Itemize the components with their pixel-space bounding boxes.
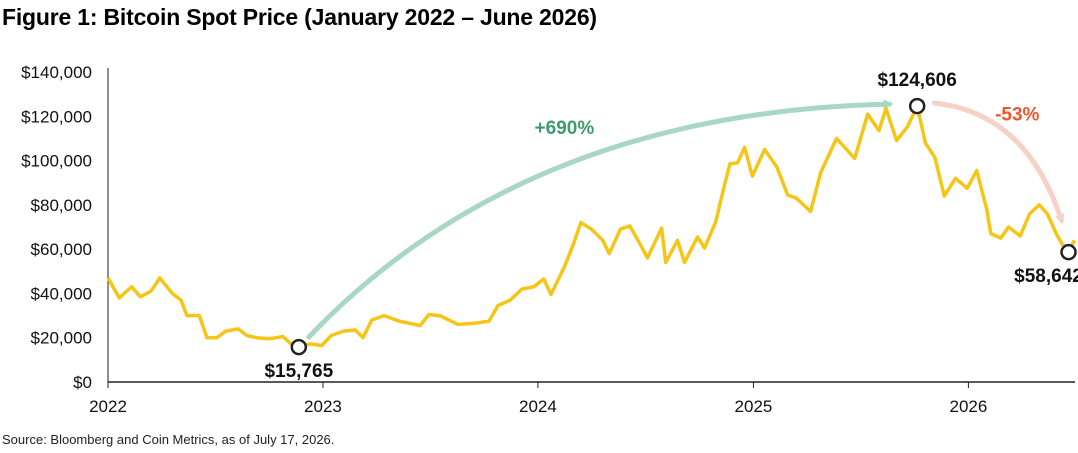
- price-line: [106, 104, 1076, 349]
- loss-arrow: [931, 100, 1065, 225]
- y-tick-label: $120,000: [21, 107, 92, 126]
- source-note: Source: Bloomberg and Coin Metrics, as o…: [2, 432, 335, 447]
- chart-title: Figure 1: Bitcoin Spot Price (January 20…: [2, 4, 597, 30]
- y-tick-label: $60,000: [31, 240, 92, 259]
- y-axis: $0 $20,000 $40,000 $60,000 $80,000 $100,000 $1…: [21, 63, 92, 392]
- x-tick-label: 2022: [89, 397, 127, 416]
- bitcoin-price-chart: $0 $20,000 $40,000 $60,000 $80,000 $100,000 $1…: [21, 63, 1078, 416]
- price-marker: [290, 338, 308, 356]
- price-annotations: $15,765 $124,606 $58,642: [264, 70, 1078, 382]
- price-label: $15,765: [264, 361, 333, 382]
- y-tick-label: $0: [73, 373, 92, 392]
- price-series: [106, 104, 1076, 349]
- price-label: $124,606: [878, 70, 957, 91]
- y-tick-label: $140,000: [21, 63, 92, 82]
- y-tick-label: $80,000: [31, 196, 92, 215]
- loss-label: -53%: [995, 105, 1039, 126]
- y-tick-label: $20,000: [31, 329, 92, 348]
- price-label: $58,642: [1014, 266, 1078, 287]
- gain-arrow: [306, 99, 894, 340]
- x-tick-label: 2024: [519, 397, 557, 416]
- x-tick-label: 2025: [735, 397, 773, 416]
- y-tick-label: $100,000: [21, 152, 92, 171]
- x-tick-label: 2023: [304, 397, 342, 416]
- price-marker: [1060, 243, 1077, 261]
- x-axis: 2022 2023 2024 2025 2026: [89, 68, 1075, 416]
- x-tick-label: 2026: [949, 397, 987, 416]
- price-marker: [908, 97, 926, 115]
- y-tick-label: $40,000: [31, 284, 92, 303]
- gain-label: +690%: [535, 118, 595, 139]
- change-arrows: +690% -53%: [306, 99, 1065, 340]
